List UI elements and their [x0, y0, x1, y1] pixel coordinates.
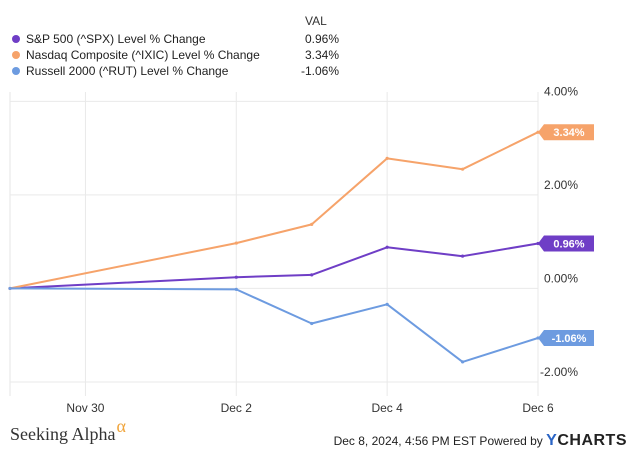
legend-value-ixic: 3.34%: [304, 48, 339, 62]
legend-label-spx: S&P 500 (^SPX) Level % Change: [26, 32, 206, 46]
series-line: [9, 131, 539, 290]
series-point: [385, 302, 389, 306]
footer-timestamp: Dec 8, 2024, 4:56 PM EST Powered by: [333, 434, 543, 448]
end-value-label: 3.34%: [553, 127, 584, 139]
alpha-symbol: α: [116, 416, 126, 436]
series-point: [234, 275, 238, 279]
y-tick-label: -2.00%: [540, 365, 578, 379]
series-point: [234, 241, 238, 245]
legend-marker-ixic: [12, 51, 20, 59]
x-tick-label: Nov 30: [66, 401, 104, 415]
series-point: [460, 254, 465, 258]
series-point: [310, 273, 314, 277]
x-tick-label: Dec 4: [371, 401, 403, 415]
series-point: [460, 360, 465, 364]
ycharts-logo: YCHARTS: [546, 432, 627, 449]
end-value-label: 0.96%: [553, 239, 584, 251]
series-point: [385, 245, 389, 249]
line-chart: Nov 30 Dec 2 Dec 4 Dec 6 4.00% 2.00% 0.00% -2.0…: [8, 84, 594, 415]
legend-marker-rut: [12, 67, 20, 75]
x-tick-label: Dec 2: [221, 401, 253, 415]
series-line: [9, 242, 539, 290]
y-tick-label: 2.00%: [544, 178, 578, 192]
legend-value-header: VAL: [305, 14, 327, 28]
end-value-tag: [538, 124, 594, 141]
series-point: [460, 167, 465, 171]
ycharts-logo-y: Y: [546, 432, 558, 449]
legend-marker-spx: [12, 35, 20, 43]
chart-legend: VAL S&P 500 (^SPX) Level % Change 0.96% …: [0, 0, 635, 90]
ycharts-logo-rest: CHARTS: [557, 432, 627, 449]
seeking-alpha-logo: Seeking Alphaα: [10, 416, 126, 445]
footer-attribution: Dec 8, 2024, 4:56 PM EST Powered by YCHA…: [334, 432, 627, 450]
series-point: [310, 222, 314, 226]
y-tick-label: 0.00%: [544, 271, 578, 285]
legend-label-ixic: Nasdaq Composite (^IXIC) Level % Change: [26, 48, 260, 62]
legend-value-spx: 0.96%: [304, 32, 339, 46]
series-line: [9, 287, 539, 363]
series-point: [234, 287, 238, 291]
end-value-label: -1.06%: [552, 333, 587, 345]
series-point: [385, 156, 389, 161]
end-value-tag: [538, 235, 594, 252]
legend-value-rut: -1.06%: [300, 64, 339, 78]
brand-name: Seeking Alpha: [10, 424, 116, 444]
end-value-tag: [538, 330, 594, 347]
legend-label-rut: Russell 2000 (^RUT) Level % Change: [26, 64, 229, 78]
y-tick-label: 4.00%: [544, 84, 578, 98]
series-point: [8, 286, 12, 291]
series-point: [310, 321, 314, 326]
x-tick-label: Dec 6: [522, 401, 554, 415]
